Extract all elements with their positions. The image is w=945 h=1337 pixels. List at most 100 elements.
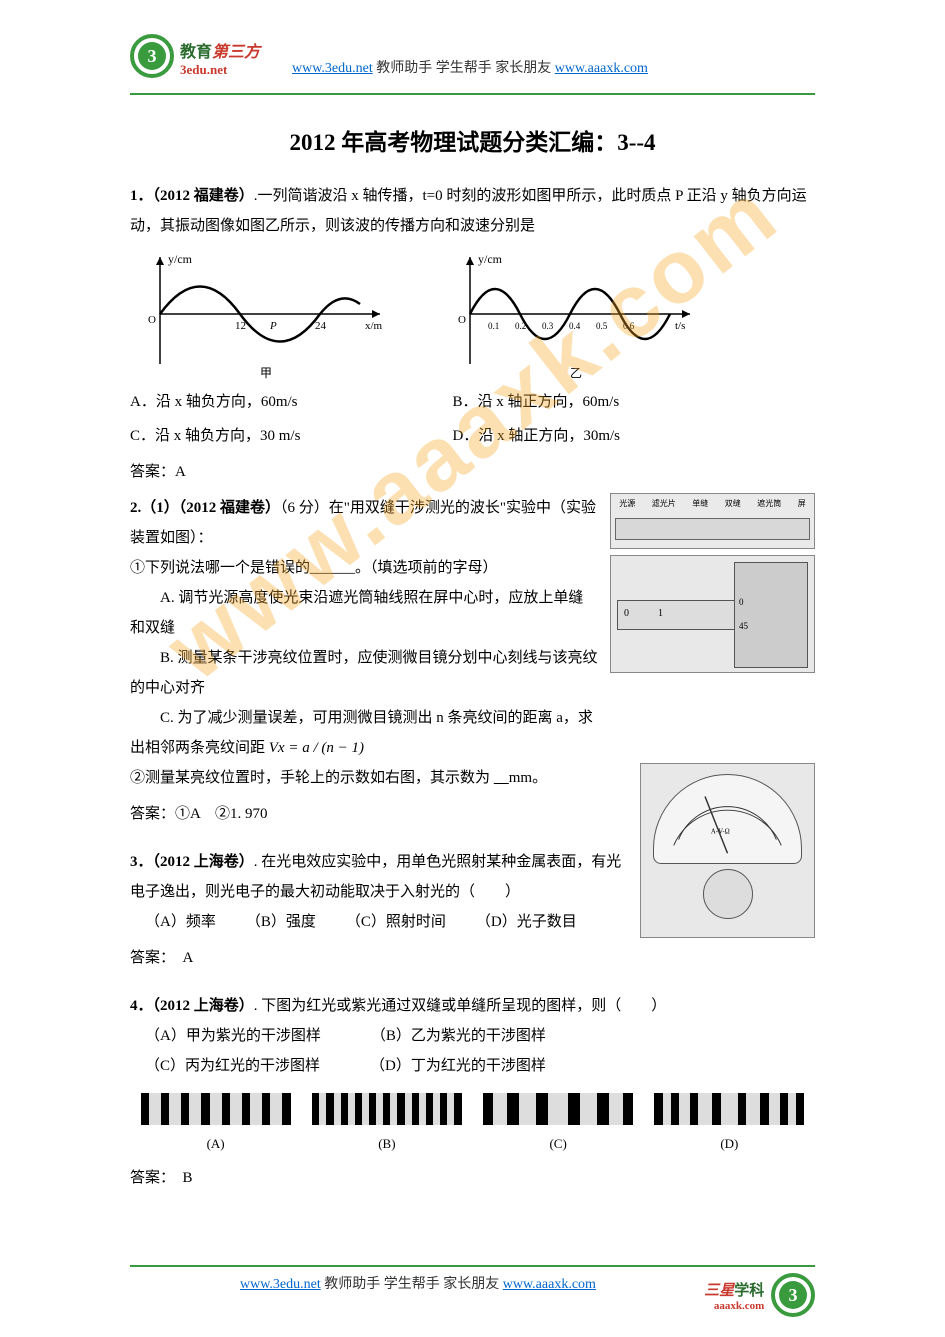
- multimeter-diagram: A-V-Ω: [640, 763, 815, 938]
- q3-optC: （C）照射时间: [346, 907, 446, 937]
- page-title: 2012 年高考物理试题分类汇编：3--4: [130, 123, 815, 157]
- svg-text:0.5: 0.5: [596, 321, 608, 331]
- footer-links: www.3edu.net 教师助手 学生帮手 家长朋友 www.aaaxk.co…: [130, 1273, 596, 1293]
- app-label: 遮光筒: [757, 496, 781, 512]
- logo-bottom: 三星学科 aaaxk.com 3: [704, 1273, 815, 1317]
- question-3: 3．（2012 上海卷）. 在光电效应实验中，用单色光照射某种金属表面，有光电子…: [130, 847, 628, 907]
- q4-optD: （D）丁为红光的干涉图样: [370, 1051, 546, 1081]
- q2-optB: B. 测量某条干涉亮纹位置时，应使测微目镜分划中心刻线与该亮纹的中心对齐: [130, 643, 598, 703]
- q1-figures: y/cm O 12 P 24 x/m 甲 y/cm O 0.1 0.2 0.3 …: [140, 249, 815, 379]
- logo-number: 3: [138, 42, 166, 70]
- q1-wave-fig-jia: y/cm O 12 P 24 x/m 甲: [140, 249, 390, 379]
- logo-cn: 教育: [180, 44, 212, 61]
- svg-text:0.4: 0.4: [569, 321, 581, 331]
- footer-logo-circle-icon: 3: [771, 1273, 815, 1317]
- svg-text:t/s: t/s: [675, 320, 685, 332]
- fringe-pattern-icon: [483, 1093, 633, 1125]
- footer-slogan: 教师助手 学生帮手 家长朋友: [324, 1277, 499, 1292]
- logo-red: 第三方: [212, 44, 260, 61]
- header-link-3edu[interactable]: www.3edu.net: [292, 61, 373, 76]
- q2-sub2b: mm。: [509, 770, 547, 786]
- q2-sub2-and-q3: ②测量某亮纹位置时，手轮上的示数如右图，其示数为 mm。 答案：①A ②1. 9…: [130, 763, 815, 979]
- q4-options-1: （A）甲为紫光的干涉图样 （B）乙为紫光的干涉图样: [130, 1021, 815, 1051]
- q4-label: 4．（2012 上海卷）: [130, 998, 254, 1014]
- question-2: 2.（1）（2012 福建卷）（6 分）在"用双缝干涉测光的波长"实验中（实验装…: [130, 493, 815, 733]
- q4-fringe-patterns: (A) (B) (C) (D): [130, 1093, 815, 1157]
- svg-text:甲: 甲: [260, 366, 272, 379]
- q3-answer: 答案： A: [130, 943, 628, 973]
- q3-optD: （D）光子数目: [476, 907, 577, 937]
- footer-xk: 学科: [734, 1283, 764, 1299]
- fringe-label: (A): [141, 1131, 291, 1157]
- content: 1．（2012 福建卷）.一列简谐波沿 x 轴传播，t=0 时刻的波形如图甲所示…: [130, 181, 815, 1193]
- svg-text:O: O: [458, 314, 466, 326]
- q4-stem: . 下图为红光或紫光通过双缝或单缝所呈现的图样，则（ ）: [254, 998, 667, 1014]
- divider-bottom: [130, 1265, 815, 1267]
- q1-options-1: A．沿 x 轴负方向，60m/s B．沿 x 轴正方向，60m/s: [130, 387, 815, 417]
- q2-label: 2.（1）（2012 福建卷）: [130, 500, 280, 516]
- q3-options: （A）频率 （B）强度 （C）照射时间 （D）光子数目: [130, 907, 628, 937]
- q2-formula: Vx = a / (n − 1): [269, 740, 364, 756]
- svg-text:0.6: 0.6: [623, 321, 635, 331]
- q2-figures: 光源 滤光片 单缝 双缝 遮光筒 屏 0 1 0 45: [610, 493, 815, 733]
- q2-answer: 答案：①A ②1. 970: [130, 799, 628, 829]
- fringe-item: (A): [141, 1093, 291, 1157]
- svg-text:24: 24: [315, 320, 327, 332]
- q4-optC: （C）丙为红光的干涉图样: [145, 1051, 320, 1081]
- fringe-item: (D): [654, 1093, 804, 1157]
- q1-options-2: C．沿 x 轴负方向，30 m/s D．沿 x 轴正方向，30m/s: [130, 421, 815, 451]
- q1-label: 1．（2012 福建卷）: [130, 188, 254, 204]
- apparatus-rail-icon: [615, 518, 810, 540]
- q1-wave-fig-yi: y/cm O 0.1 0.2 0.3 0.4 0.5 0.6 t/s 乙: [450, 249, 700, 379]
- q4-answer: 答案： B: [130, 1163, 815, 1193]
- divider-top: [130, 93, 815, 95]
- fringe-label: (C): [483, 1131, 633, 1157]
- svg-text:y/cm: y/cm: [478, 252, 503, 266]
- q4-options-2: （C）丙为红光的干涉图样 （D）丁为红光的干涉图样: [130, 1051, 815, 1081]
- logo-top: 3 教育第三方 3edu.net: [130, 30, 270, 85]
- q2-optA: A. 调节光源高度使光束沿遮光筒轴线照在屏中心时，应放上单缝和双缝: [130, 583, 598, 643]
- svg-text:y/cm: y/cm: [168, 252, 193, 266]
- q3-optA: （A）频率: [145, 907, 216, 937]
- svg-text:P: P: [269, 320, 277, 332]
- q4-optB: （B）乙为紫光的干涉图样: [371, 1021, 546, 1051]
- q2-sub1: ①下列说法哪一个是错误的______。（填选项前的字母）: [130, 553, 598, 583]
- svg-text:0.2: 0.2: [515, 321, 526, 331]
- footer-link-aaaxk[interactable]: www.aaaxk.com: [503, 1277, 596, 1292]
- q3-label: 3．（2012 上海卷）: [130, 854, 254, 870]
- fringe-pattern-icon: [141, 1093, 291, 1125]
- fringe-pattern-icon: [654, 1093, 804, 1125]
- app-label: 滤光片: [652, 496, 676, 512]
- svg-text:0.3: 0.3: [542, 321, 554, 331]
- meter-dial-icon: A-V-Ω: [653, 774, 802, 864]
- svg-text:12: 12: [235, 320, 246, 332]
- header-slogan: 教师助手 学生帮手 家长朋友: [376, 61, 551, 76]
- page-header: 3 教育第三方 3edu.net www.3edu.net 教师助手 学生帮手 …: [130, 30, 815, 85]
- fringe-item: (B): [312, 1093, 462, 1157]
- app-label: 光源: [619, 496, 635, 512]
- app-label: 双缝: [725, 496, 741, 512]
- page-footer: www.3edu.net 教师助手 学生帮手 家长朋友 www.aaaxk.co…: [130, 1265, 815, 1317]
- q2-sub2a: ②测量某亮纹位置时，手轮上的示数如右图，其示数为: [130, 770, 494, 786]
- q2-formula-line: 出相邻两条亮纹间距 Vx = a / (n − 1): [130, 733, 815, 763]
- logo-circle-icon: 3: [130, 34, 174, 78]
- footer-url: aaaxk.com: [714, 1300, 764, 1312]
- fringe-item: (C): [483, 1093, 633, 1157]
- q1-optB: B．沿 x 轴正方向，60m/s: [453, 387, 776, 417]
- q2-formula-pre: 出相邻两条亮纹间距: [130, 740, 265, 756]
- apparatus-diagram: 光源 滤光片 单缝 双缝 遮光筒 屏: [610, 493, 815, 549]
- svg-text:A-V-Ω: A-V-Ω: [711, 829, 730, 836]
- q3-optB: （B）强度: [246, 907, 316, 937]
- footer-sx: 三星: [704, 1283, 734, 1299]
- header-link-aaaxk[interactable]: www.aaaxk.com: [555, 61, 648, 76]
- q1-answer: 答案：A: [130, 457, 815, 487]
- micrometer-barrel-icon: 0 1: [617, 600, 737, 630]
- q4-optA: （A）甲为紫光的干涉图样: [145, 1021, 321, 1051]
- q1-optA: A．沿 x 轴负方向，60m/s: [130, 387, 453, 417]
- svg-text:x/m: x/m: [365, 320, 383, 332]
- svg-text:乙: 乙: [570, 366, 582, 379]
- footer-link-3edu[interactable]: www.3edu.net: [240, 1277, 321, 1292]
- micrometer-diagram: 0 1 0 45: [610, 555, 815, 673]
- app-label: 单缝: [692, 496, 708, 512]
- svg-text:O: O: [148, 314, 156, 326]
